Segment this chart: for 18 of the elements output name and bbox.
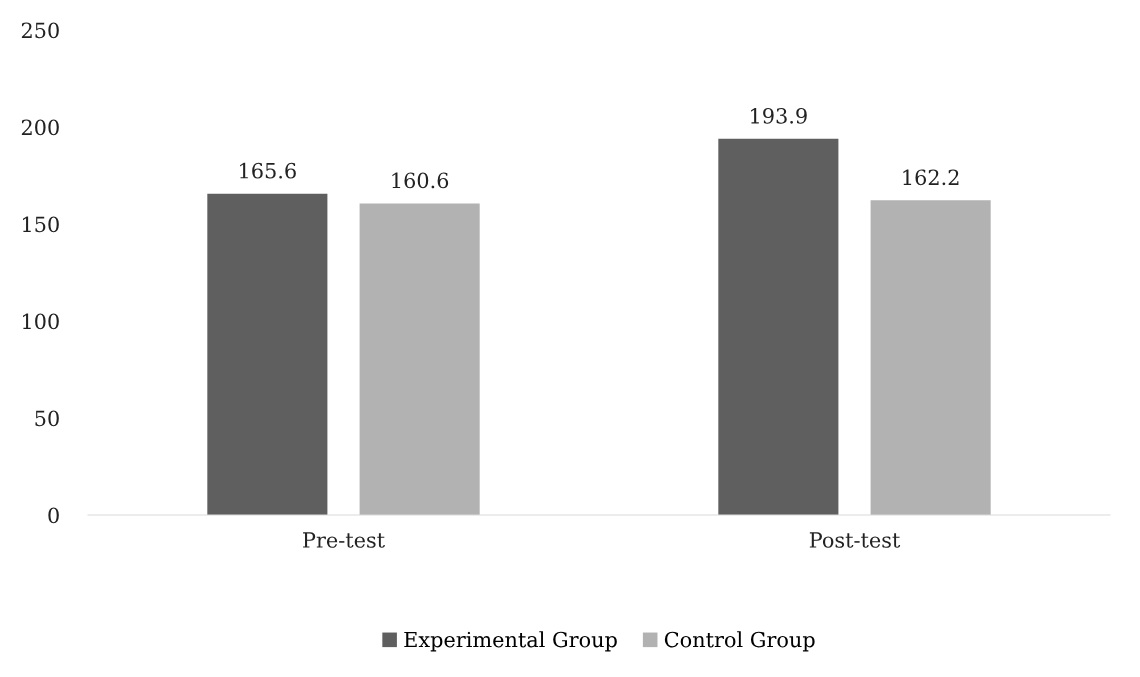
y-tick-label: 100 xyxy=(23,313,59,330)
y-tick-label: 200 xyxy=(21,119,59,136)
x-tick-label: Post-test xyxy=(809,532,901,548)
bar xyxy=(718,138,839,515)
legend-label: Experimental Group xyxy=(404,631,617,652)
data-label: 162.2 xyxy=(903,169,959,186)
data-label: 165.6 xyxy=(240,162,296,179)
data-label: 193.9 xyxy=(751,107,807,124)
bar xyxy=(359,203,480,515)
legend-label: Control Group xyxy=(664,631,815,652)
bar xyxy=(870,200,991,515)
x-tick-label: Pre-test xyxy=(303,532,385,548)
data-label: 160.6 xyxy=(392,172,449,189)
y-tick-label: 0 xyxy=(48,507,59,524)
y-tick-label: 150 xyxy=(23,216,59,233)
bar xyxy=(207,193,328,515)
y-tick-label: 250 xyxy=(21,22,59,39)
y-tick-label: 50 xyxy=(35,410,59,427)
